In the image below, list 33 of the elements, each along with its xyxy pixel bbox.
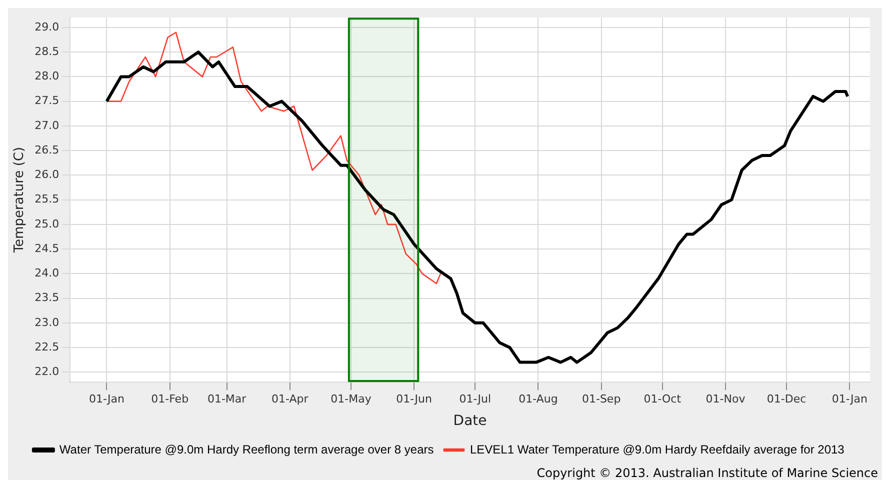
- y-tick-label: 27.5: [34, 94, 60, 108]
- x-tick-label: 01-Feb: [151, 392, 189, 406]
- legend-label: Water Temperature @9.0m Hardy Reeflong term average over 8 years: [59, 442, 434, 456]
- y-tick-label: 25.5: [34, 192, 60, 206]
- y-tick-label: 28.0: [34, 70, 60, 83]
- y-tick-label: 22.0: [34, 365, 60, 378]
- x-tick-label: 01-May: [330, 392, 372, 406]
- y-tick-label: 26.0: [34, 168, 60, 182]
- y-tick-label: 23.5: [34, 291, 60, 304]
- x-tick-label: 01-Jan: [88, 392, 125, 406]
- y-tick-label: 24.0: [34, 266, 60, 280]
- y-axis-title: Temperature (C): [12, 146, 28, 254]
- y-tick-label: 29.0: [34, 20, 60, 34]
- x-tick-label: 01-Mar: [207, 392, 247, 406]
- x-tick-label: 01-Jan: [832, 392, 868, 406]
- text: Copyright © 2013. Australian Institute of Marine Science: [536, 466, 879, 480]
- x-tick-label: 01-Jun: [396, 392, 432, 406]
- legend-label: LEVEL1 Water Temperature @9.0m Hardy Reefdaily average for 2013: [470, 442, 845, 456]
- y-tick-label: 26.5: [34, 143, 60, 156]
- y-tick-label: 23.0: [34, 316, 60, 329]
- x-tick-label: 01-Jul: [459, 392, 492, 406]
- y-tick-label: 22.5: [34, 340, 60, 354]
- x-tick-label: 01-Sep: [582, 392, 621, 406]
- x-axis-title: Date: [453, 413, 487, 430]
- y-tick-label: 25.0: [34, 217, 60, 230]
- y-tick-label: 24.5: [34, 242, 60, 255]
- y-tick-label: 27.0: [34, 118, 60, 132]
- x-tick-label: 01-Apr: [272, 392, 309, 406]
- x-tick-label: 01-Aug: [518, 392, 558, 406]
- x-tick-label: 01-Nov: [706, 392, 746, 406]
- y-tick-label: 28.5: [34, 44, 60, 58]
- x-tick-label: 01-Dec: [766, 392, 806, 406]
- x-tick-label: 01-Oct: [644, 392, 682, 406]
